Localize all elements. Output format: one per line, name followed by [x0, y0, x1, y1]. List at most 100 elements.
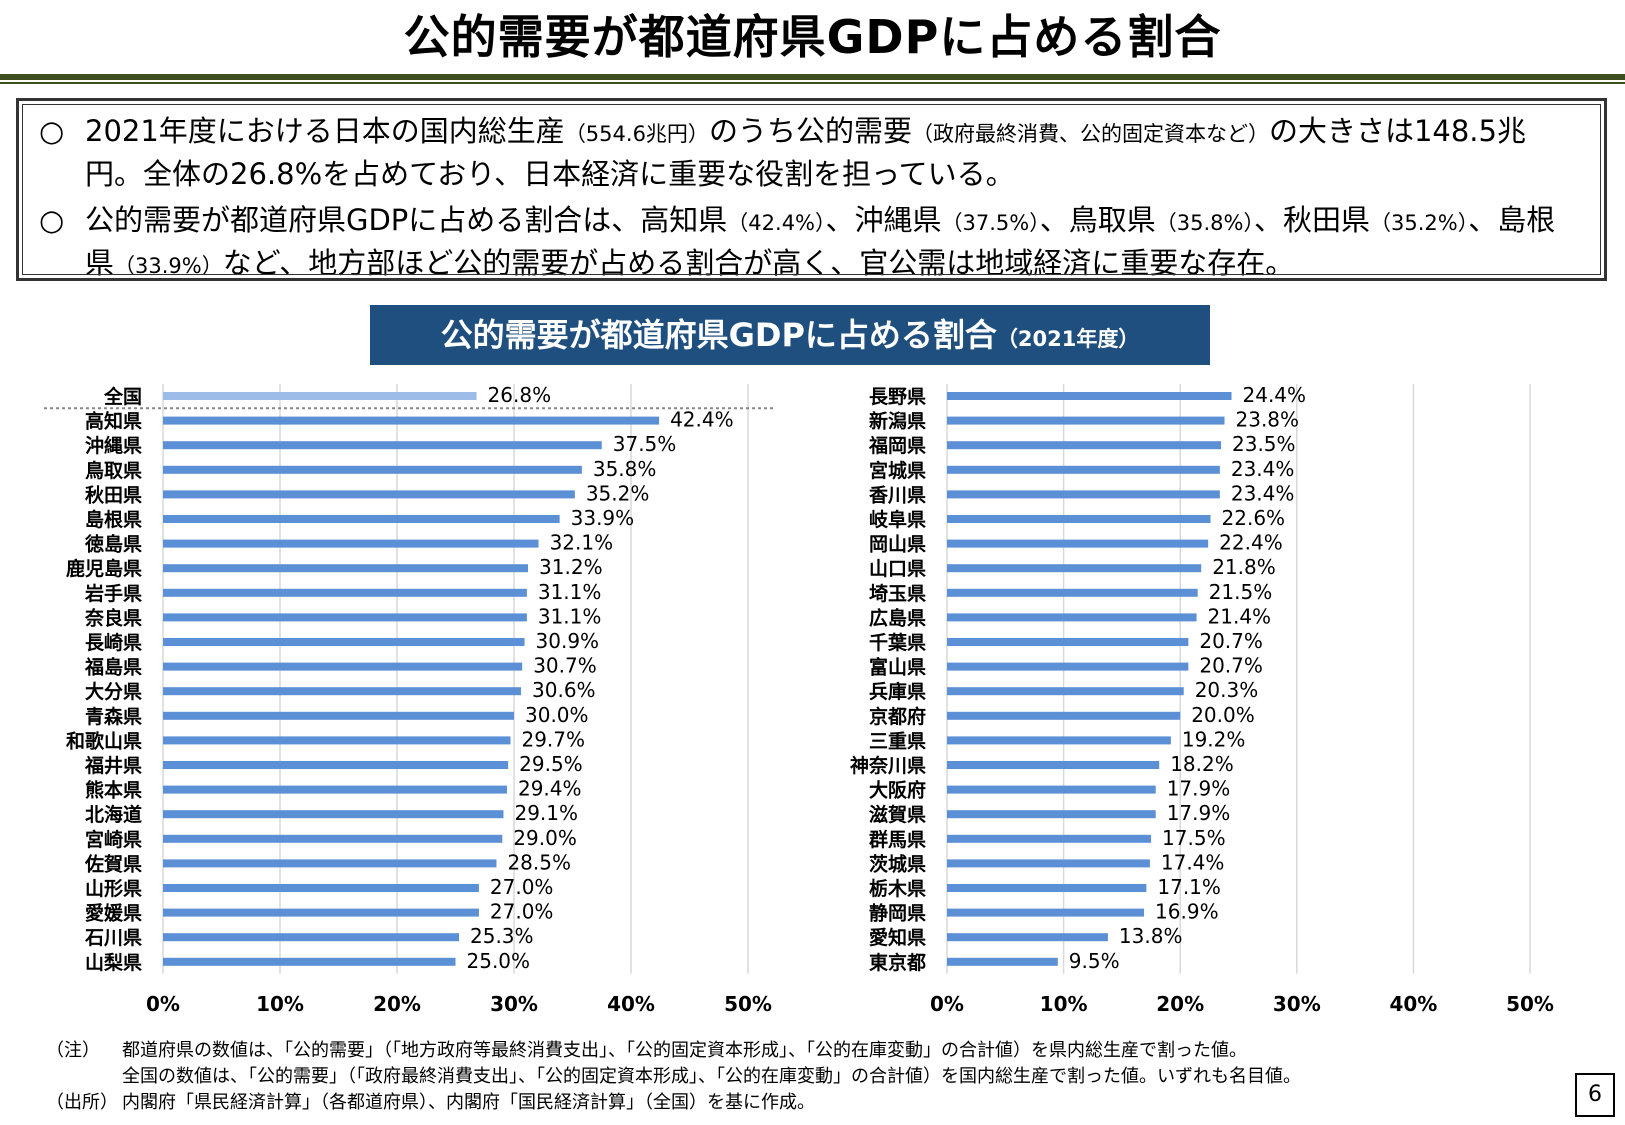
note-key-spacer — [46, 1064, 122, 1090]
category-label: 愛媛県 — [85, 902, 142, 925]
bar — [163, 515, 560, 523]
category-label: 埼玉県 — [869, 582, 926, 605]
x-tick-label: 20% — [373, 992, 421, 1016]
note-row: （注） 都道府県の数値は、「公的需要」（「地方政府等最終消費支出」、「公的固定資本… — [46, 1038, 1301, 1064]
bullet-text-segment: 、鳥取県 — [1039, 203, 1156, 237]
data-label: 21.5% — [1209, 580, 1273, 604]
bullet-text-segment: （35.8%） — [1155, 211, 1254, 235]
bar — [163, 662, 523, 671]
category-label: 全国 — [103, 385, 142, 408]
category-label: 滋賀県 — [869, 803, 926, 826]
category-label: 大阪府 — [869, 779, 926, 802]
category-label: 宮崎県 — [85, 828, 142, 851]
category-label: 宮城県 — [869, 459, 926, 482]
bar — [947, 613, 1197, 622]
bar — [163, 564, 529, 573]
data-label: 27.0% — [490, 875, 554, 899]
data-label: 20.3% — [1195, 678, 1259, 702]
bar — [163, 638, 525, 646]
data-label: 33.9% — [571, 506, 635, 530]
data-label: 17.4% — [1161, 850, 1225, 874]
category-label: 静岡県 — [869, 902, 926, 925]
bar — [163, 785, 507, 794]
bar — [947, 392, 1232, 400]
bullet-text-segment: 、島根県 — [85, 203, 1556, 280]
bar — [163, 539, 539, 548]
x-tick-label: 50% — [724, 992, 772, 1016]
bar — [163, 834, 503, 843]
data-label: 35.2% — [586, 481, 650, 505]
data-label: 21.4% — [1208, 604, 1272, 628]
data-label: 29.0% — [513, 826, 577, 850]
data-label: 28.5% — [507, 850, 571, 874]
bar — [163, 465, 582, 474]
x-tick-label: 30% — [1273, 992, 1321, 1016]
title-rule — [0, 74, 1625, 80]
category-label: 東京都 — [869, 951, 926, 974]
bar — [947, 687, 1184, 696]
bar — [947, 441, 1222, 450]
bar — [947, 884, 1147, 892]
source-row: （出所） 内閣府「県民経済計算」（各都道府県）、内閣府「国民経済計算」（全国）を基… — [46, 1090, 1301, 1116]
bullet-text: 2021年度における日本の国内総生産（554.6兆円）のうち公的需要（政府最終消… — [85, 111, 1582, 194]
category-label: 山形県 — [85, 878, 142, 900]
bar — [163, 416, 660, 425]
data-label: 37.5% — [613, 432, 677, 456]
data-label: 9.5% — [1069, 949, 1120, 973]
bar — [163, 957, 456, 966]
summary-bullet-2: ○ 公的需要が都道府県GDPに占める割合は、高知県（42.4%）、沖縄県（37.… — [39, 200, 1582, 286]
bar — [163, 613, 527, 622]
category-label: 徳島県 — [84, 533, 142, 556]
category-label: 鹿児島県 — [66, 557, 142, 580]
bar — [163, 859, 497, 868]
category-label: 佐賀県 — [84, 852, 142, 875]
bar — [163, 761, 509, 769]
category-label: 長崎県 — [85, 631, 142, 654]
bullet-circle-icon: ○ — [39, 203, 65, 237]
bar — [163, 711, 514, 720]
category-label: 高知県 — [85, 410, 142, 433]
data-label: 25.3% — [470, 924, 534, 948]
bar — [947, 638, 1189, 646]
category-label: 新潟県 — [869, 410, 926, 433]
category-label: 和歌山県 — [66, 729, 142, 752]
source-key: （出所） — [46, 1092, 118, 1113]
bullet-text-segment: の大きさは148.5兆円。全体の26.8%を占めており、日本経済に重要な役割を担… — [85, 114, 1526, 191]
bullet-text-segment: など、地方部ほど公的需要が占める割合が高く、官公需は地域経済に重要な存在。 — [222, 246, 1295, 280]
data-label: 29.5% — [519, 752, 583, 776]
bar — [947, 662, 1189, 671]
data-label: 20.0% — [1191, 703, 1255, 727]
category-label: 長野県 — [869, 386, 926, 408]
data-label: 22.4% — [1219, 531, 1283, 555]
data-label: 17.5% — [1162, 826, 1226, 850]
bar — [947, 785, 1156, 794]
note-text: 都道府県の数値は、「公的需要」（「地方政府等最終消費支出」、「公的固定資本形成」… — [122, 1040, 1247, 1061]
x-tick-label: 40% — [1389, 992, 1437, 1016]
bar — [947, 933, 1108, 942]
data-label: 30.6% — [532, 678, 596, 702]
data-label: 31.1% — [538, 604, 602, 628]
data-label: 17.9% — [1167, 801, 1231, 825]
bar — [163, 392, 477, 400]
bar — [163, 908, 479, 917]
bar — [947, 908, 1145, 917]
bullet-text-segment: （33.9%） — [114, 254, 223, 278]
chart-title: 公的需要が都道府県GDPに占める割合（2021年度） — [370, 305, 1210, 365]
bullet-text-segment: 、沖縄県 — [825, 203, 942, 237]
data-label: 30.0% — [525, 703, 589, 727]
bar — [163, 933, 460, 942]
bar — [947, 465, 1220, 474]
bar — [163, 441, 602, 450]
summary-bullet-1: ○ 2021年度における日本の国内総生産（554.6兆円）のうち公的需要（政府最… — [39, 111, 1582, 194]
page-number: 6 — [1575, 1073, 1615, 1117]
x-tick-label: 20% — [1156, 992, 1204, 1016]
x-tick-label: 10% — [1040, 992, 1088, 1016]
category-label: 北海道 — [85, 803, 142, 826]
bullet-circle-icon: ○ — [39, 114, 65, 148]
bullet-text-segment: 2021年度における日本の国内総生産 — [85, 114, 565, 148]
data-label: 29.4% — [518, 777, 582, 801]
category-label: 大分県 — [85, 680, 142, 703]
summary-box: ○ 2021年度における日本の国内総生産（554.6兆円）のうち公的需要（政府最… — [16, 98, 1607, 281]
bar — [947, 761, 1160, 769]
x-tick-label: 10% — [256, 992, 304, 1016]
